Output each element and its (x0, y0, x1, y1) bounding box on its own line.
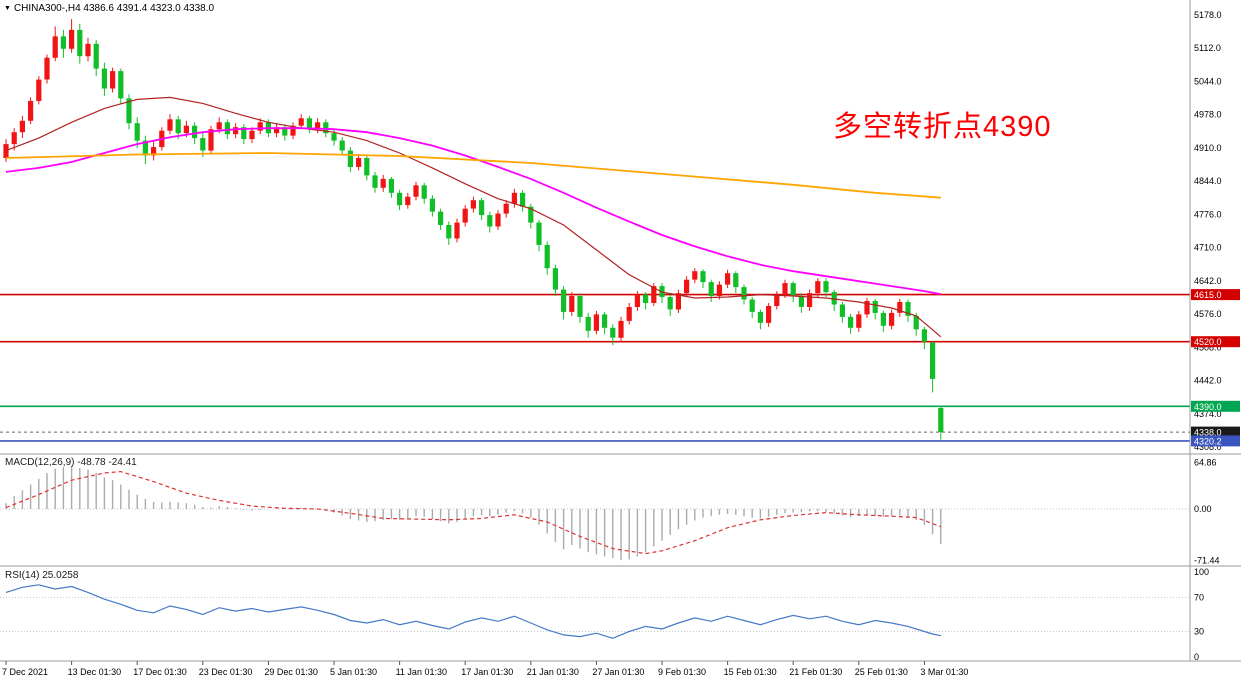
svg-text:4615.0: 4615.0 (1194, 290, 1222, 300)
svg-text:-71.44: -71.44 (1194, 555, 1220, 565)
annotation-text: 多空转折点4390 (833, 111, 1052, 143)
svg-text:7 Dec 2021: 7 Dec 2021 (2, 667, 48, 677)
rsi-label: RSI(14) 25.0258 (5, 570, 79, 581)
svg-text:17 Jan 01:30: 17 Jan 01:30 (461, 667, 513, 677)
macd-panel (0, 465, 1190, 561)
price-axis[interactable]: 5178.0 5112.0 5044.0 4978.0 4910.0 4844.0 4776… (1191, 10, 1240, 662)
ma-slow-line (5, 152, 941, 199)
svg-text:4374.0: 4374.0 (1194, 409, 1222, 419)
macd-histogram (5, 465, 942, 561)
collapse-arrow-icon[interactable]: ▼ (4, 5, 11, 12)
svg-text:70: 70 (1194, 593, 1204, 603)
svg-text:4910.0: 4910.0 (1194, 143, 1222, 153)
svg-text:25 Feb 01:30: 25 Feb 01:30 (855, 667, 908, 677)
svg-text:27 Jan 01:30: 27 Jan 01:30 (592, 667, 644, 677)
rsi-panel (0, 584, 1190, 639)
svg-text:4508.0: 4508.0 (1194, 343, 1222, 353)
svg-text:5178.0: 5178.0 (1194, 10, 1222, 20)
symbol-ohlc-text: CHINA300-,H4 4386.6 4391.4 4323.0 4338.0 (13, 3, 215, 14)
svg-text:4520.0: 4520.0 (1194, 337, 1222, 347)
ma-fast-line (5, 96, 942, 338)
svg-text:4978.0: 4978.0 (1194, 109, 1222, 119)
svg-text:4320.2: 4320.2 (1194, 436, 1222, 446)
svg-text:4844.0: 4844.0 (1194, 176, 1222, 186)
svg-text:100: 100 (1194, 567, 1209, 577)
svg-text:13 Dec 01:30: 13 Dec 01:30 (68, 667, 122, 677)
svg-text:4776.0: 4776.0 (1194, 210, 1222, 220)
svg-text:5044.0: 5044.0 (1194, 77, 1222, 87)
svg-text:21 Jan 01:30: 21 Jan 01:30 (527, 667, 579, 677)
svg-text:4338.0: 4338.0 (1194, 428, 1222, 438)
candles-layer (3, 19, 944, 440)
svg-text:11 Jan 01:30: 11 Jan 01:30 (396, 667, 447, 677)
svg-text:64.86: 64.86 (1194, 457, 1217, 467)
svg-text:15 Feb 01:30: 15 Feb 01:30 (724, 667, 777, 677)
svg-text:23 Dec 01:30: 23 Dec 01:30 (199, 667, 253, 677)
panel-separators[interactable] (0, 0, 1241, 662)
svg-text:30: 30 (1194, 627, 1204, 637)
svg-text:4308.0: 4308.0 (1194, 442, 1222, 452)
main-price-panel (0, 19, 1190, 442)
svg-text:5112.0: 5112.0 (1194, 43, 1221, 53)
svg-text:5 Jan 01:30: 5 Jan 01:30 (330, 667, 377, 677)
time-axis[interactable]: 7 Dec 2021 13 Dec 01:30 17 Dec 01:30 23 Dec… (2, 661, 968, 677)
svg-text:17 Dec 01:30: 17 Dec 01:30 (133, 667, 187, 677)
svg-text:4576.0: 4576.0 (1194, 309, 1222, 319)
svg-text:0: 0 (1194, 652, 1199, 662)
svg-text:4642.0: 4642.0 (1194, 276, 1222, 286)
svg-text:9 Feb 01:30: 9 Feb 01:30 (658, 667, 706, 677)
macd-signal-line (5, 470, 942, 555)
macd-label: MACD(12,26,9) -48.78 -24.41 (5, 457, 137, 468)
svg-text:29 Dec 01:30: 29 Dec 01:30 (264, 667, 318, 677)
svg-text:3 Mar 01:30: 3 Mar 01:30 (920, 667, 968, 677)
svg-text:0.00: 0.00 (1194, 504, 1212, 514)
svg-text:4710.0: 4710.0 (1194, 242, 1222, 252)
rsi-line (5, 584, 941, 639)
svg-text:4442.0: 4442.0 (1194, 375, 1222, 385)
svg-text:21 Feb 01:30: 21 Feb 01:30 (789, 667, 842, 677)
symbol-ohlc-label: ▼ CHINA300-,H4 4386.6 4391.4 4323.0 4338.… (4, 3, 214, 14)
svg-text:4390.0: 4390.0 (1194, 402, 1222, 412)
